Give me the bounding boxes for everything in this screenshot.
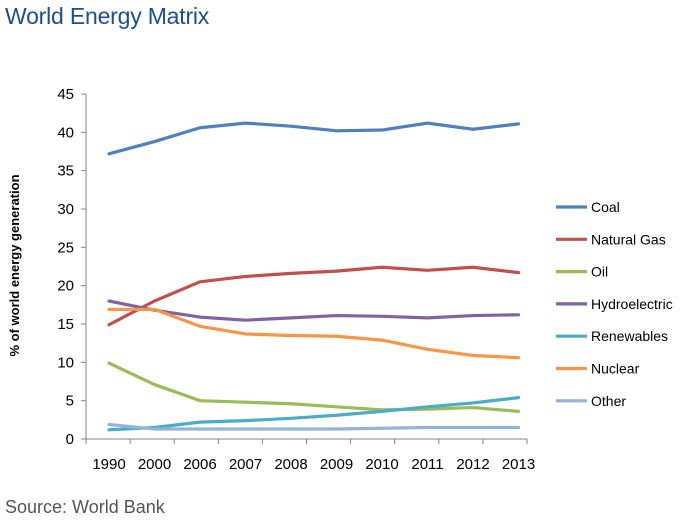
y-axis-label: % of world energy generation (7, 174, 22, 356)
y-tick-label: 30 (57, 201, 74, 218)
legend-label: Coal (591, 199, 620, 215)
y-tick-label: 10 (57, 354, 74, 371)
x-tick-labels: 1990 2000 2006 2007 2008 2009 2010 2011 2012 2013 (92, 456, 535, 473)
y-tick-label: 45 (57, 86, 74, 103)
series-lines (107, 121, 521, 432)
legend-label: Oil (591, 264, 608, 280)
x-tick-label: 2008 (274, 456, 307, 473)
series-line-hydroelectric (107, 299, 521, 322)
y-tick-label: 5 (66, 393, 74, 410)
x-tick-label: 2007 (229, 456, 262, 473)
y-tick-label: 0 (66, 431, 74, 448)
y-tick-labels: 0 5 10 15 20 25 30 35 40 45 (57, 86, 74, 448)
source-note: Source: World Bank (5, 497, 165, 517)
legend-label: Hydroelectric (591, 296, 673, 312)
x-tick-label: 2006 (183, 456, 216, 473)
page-title: World Energy Matrix (5, 3, 210, 29)
series-line-natural-gas (107, 265, 521, 327)
y-tick-label: 40 (57, 124, 74, 141)
x-tick-label: 2012 (456, 456, 489, 473)
chart-axes (81, 93, 528, 444)
y-tick-label: 20 (57, 278, 74, 295)
series-line-other (107, 422, 521, 431)
x-tick-label: 1990 (92, 456, 125, 473)
y-tick-label: 35 (57, 163, 74, 180)
legend-label: Other (591, 393, 626, 409)
x-tick-label: 2010 (365, 456, 398, 473)
series-line-nuclear (107, 307, 521, 360)
legend: Coal Natural Gas Oil Hydroelectric Renewable… (556, 199, 673, 409)
y-tick-label: 15 (57, 316, 74, 333)
x-tick-label: 2009 (320, 456, 353, 473)
legend-label: Natural Gas (591, 231, 666, 247)
legend-label: Renewables (591, 328, 668, 344)
series-line-coal (107, 121, 521, 156)
y-axis-label-group: % of world energy generation (7, 174, 22, 356)
x-tick-label: 2013 (502, 456, 535, 473)
x-tick-label: 2011 (411, 456, 443, 473)
y-tick-label: 25 (57, 239, 74, 256)
series-line-oil (107, 361, 521, 413)
legend-label: Nuclear (591, 361, 640, 377)
series-line-renewables (107, 396, 521, 432)
x-tick-label: 2000 (138, 456, 171, 473)
